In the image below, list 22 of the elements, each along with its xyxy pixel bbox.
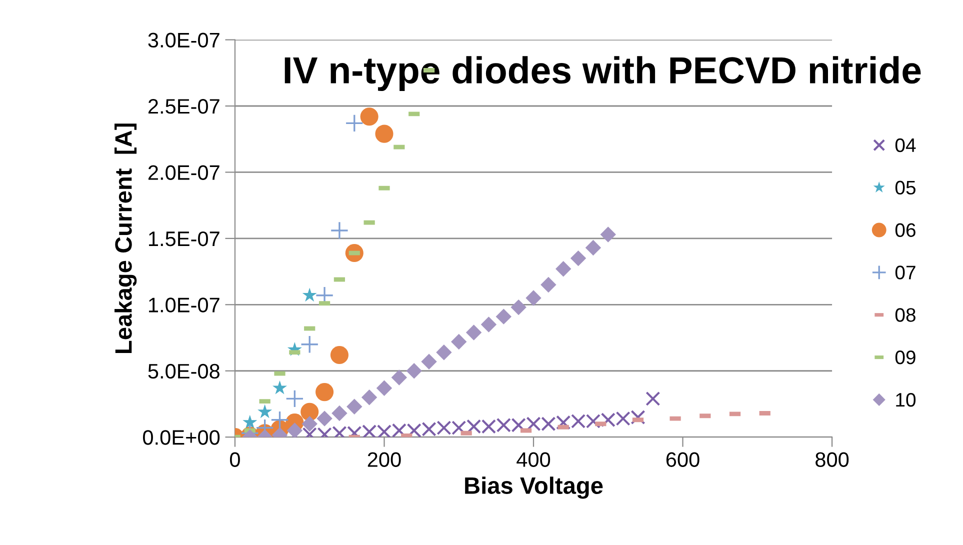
legend-label: 08: [895, 308, 916, 322]
y-axis-title: Leakage Current [A]: [114, 124, 137, 353]
legend-label: 05: [895, 180, 916, 195]
y-tick-label: 2.0E-07: [148, 165, 220, 180]
x-tick-label: 0: [230, 452, 240, 467]
legend-label: 09: [895, 350, 916, 364]
y-tick-label: 0.0E+00: [143, 430, 220, 445]
x-tick-label: 800: [816, 452, 849, 467]
x-tick-label: 600: [666, 452, 700, 467]
y-tick-label: 1.5E-07: [149, 231, 220, 246]
y-tick-label: 2.5E-07: [148, 99, 220, 114]
x-axis-title: Bias Voltage: [465, 476, 603, 499]
x-tick-label: 400: [516, 452, 550, 467]
legend-label: 07: [895, 266, 916, 280]
legend-label: 10: [896, 392, 916, 407]
chart-title: IV n-type diodes with PECVD nitride: [284, 56, 921, 92]
y-tick-label: 5.0E-08: [148, 364, 220, 379]
x-tick-label: 200: [368, 452, 401, 467]
legend-label: 06: [895, 223, 916, 237]
legend-label: 04: [895, 138, 916, 152]
y-tick-label: 3.0E-07: [148, 32, 220, 48]
y-tick-label: 1.0E-07: [149, 298, 220, 312]
